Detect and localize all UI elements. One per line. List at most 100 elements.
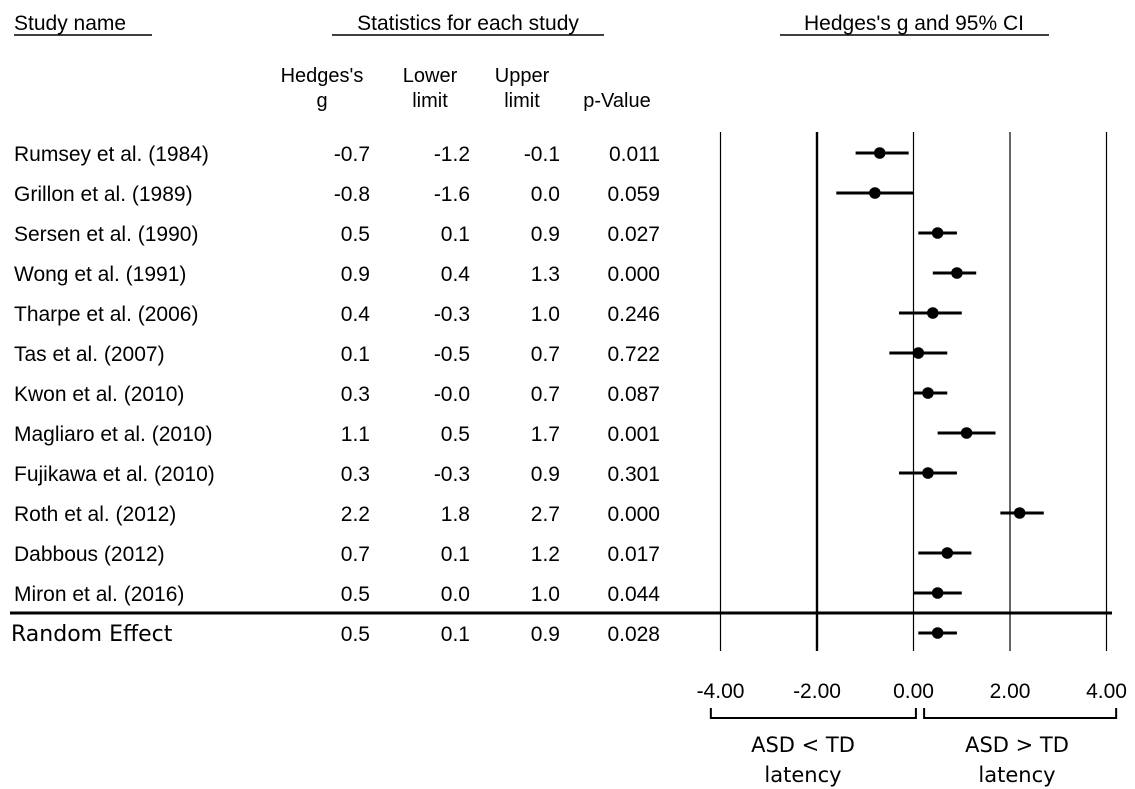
summary-effect-mark bbox=[918, 627, 957, 639]
study-effect-mark bbox=[899, 307, 962, 319]
header-plot: Hedges's g and 95% CI bbox=[804, 12, 1024, 35]
lower-limit-value: 0.1 bbox=[441, 623, 470, 646]
study-name: Wong et al. (1991) bbox=[14, 263, 186, 286]
upper-limit-value: 0.7 bbox=[531, 343, 560, 366]
lower-limit-value: 0.4 bbox=[441, 263, 471, 286]
study-name: Grillon et al. (1989) bbox=[14, 183, 193, 206]
upper-limit-value: 1.2 bbox=[531, 543, 560, 566]
x-tick-label: -4.00 bbox=[697, 680, 745, 703]
hedges-g-value: 0.5 bbox=[341, 223, 370, 246]
x-tick-label: 4.00 bbox=[1086, 680, 1127, 703]
point-estimate bbox=[931, 587, 944, 599]
study-name: Tas et al. (2007) bbox=[14, 343, 165, 366]
study-effect-mark bbox=[1000, 507, 1044, 519]
x-tick-label: -2.00 bbox=[793, 680, 841, 703]
x-tick-label: 2.00 bbox=[990, 680, 1031, 703]
point-estimate bbox=[869, 187, 881, 199]
column-header-upper-limit: Upper limit bbox=[495, 65, 550, 112]
p-value: 0.044 bbox=[607, 583, 660, 606]
study-effect-mark bbox=[855, 147, 909, 159]
study-table: Rumsey et al. (1984) -0.7 -1.2 -0.1 0.011 Gri… bbox=[11, 143, 660, 647]
summary-name: Random Effect bbox=[11, 622, 173, 647]
upper-limit-value: 1.7 bbox=[531, 423, 560, 446]
lower-limit-value: -0.0 bbox=[434, 383, 470, 406]
point-estimate bbox=[951, 267, 963, 279]
table-row: Sersen et al. (1990) 0.5 0.1 0.9 0.027 bbox=[14, 223, 660, 246]
study-effect-mark bbox=[937, 427, 996, 439]
plot-area bbox=[10, 132, 1112, 651]
lower-limit-value: -1.2 bbox=[434, 143, 470, 166]
table-row: Magliaro et al. (2010) 1.1 0.5 1.7 0.001 bbox=[14, 423, 660, 446]
point-estimate bbox=[922, 467, 934, 479]
upper-limit-value: 1.0 bbox=[531, 583, 560, 606]
study-effect-mark bbox=[913, 387, 948, 399]
column-header-upper-line2: limit bbox=[504, 90, 540, 112]
p-value: 0.246 bbox=[607, 303, 660, 326]
table-row: Tharpe et al. (2006) 0.4 -0.3 1.0 0.246 bbox=[14, 303, 660, 326]
upper-limit-value: 0.7 bbox=[531, 383, 560, 406]
point-estimate bbox=[931, 227, 944, 239]
hedges-g-value: -0.8 bbox=[334, 183, 370, 206]
column-header-lower-limit: Lower limit bbox=[403, 65, 458, 112]
lower-limit-value: 1.8 bbox=[441, 503, 470, 526]
lower-limit-value: -0.3 bbox=[434, 303, 470, 326]
column-header-lower-line2: limit bbox=[412, 90, 448, 112]
p-value: 0.059 bbox=[607, 183, 660, 206]
study-effect-mark bbox=[836, 187, 914, 199]
hedges-g-value: 0.4 bbox=[341, 303, 371, 326]
table-row: Roth et al. (2012) 2.2 1.8 2.7 0.000 bbox=[14, 503, 660, 526]
lower-limit-value: 0.0 bbox=[441, 583, 470, 606]
p-value: 0.028 bbox=[607, 623, 660, 646]
annotation-left-line2: latency bbox=[764, 763, 841, 787]
hedges-g-value: 0.3 bbox=[341, 383, 370, 406]
lower-limit-value: 0.1 bbox=[441, 223, 470, 246]
point-estimate bbox=[1013, 507, 1026, 519]
p-value: 0.000 bbox=[607, 503, 660, 526]
upper-limit-value: 1.3 bbox=[531, 263, 560, 286]
lower-limit-value: 0.5 bbox=[441, 423, 470, 446]
column-header-p-value: p-Value bbox=[583, 90, 650, 112]
lower-limit-value: -0.3 bbox=[434, 463, 470, 486]
annotation-left-line1: ASD < TD bbox=[751, 733, 855, 757]
study-name: Magliaro et al. (2010) bbox=[14, 423, 212, 446]
study-name: Kwon et al. (2010) bbox=[14, 383, 184, 406]
point-estimate bbox=[873, 147, 886, 159]
lower-limit-value: 0.1 bbox=[441, 543, 470, 566]
point-estimate bbox=[941, 547, 954, 559]
point-estimate bbox=[922, 387, 934, 399]
point-estimate bbox=[927, 307, 939, 319]
header-statistics: Statistics for each study bbox=[357, 12, 579, 35]
column-header-hedges-g: Hedges's g bbox=[281, 65, 364, 112]
lower-limit-value: -0.5 bbox=[434, 343, 470, 366]
table-row: Tas et al. (2007) 0.1 -0.5 0.7 0.722 bbox=[14, 343, 660, 366]
p-value: 0.001 bbox=[607, 423, 660, 446]
table-row: Kwon et al. (2010) 0.3 -0.0 0.7 0.087 bbox=[14, 383, 660, 406]
study-effect-mark bbox=[932, 267, 977, 279]
p-value: 0.087 bbox=[607, 383, 660, 406]
study-name: Dabbous (2012) bbox=[14, 543, 165, 566]
p-value: 0.011 bbox=[609, 143, 660, 166]
study-effect-mark bbox=[889, 347, 948, 359]
column-header-upper-line1: Upper bbox=[495, 65, 550, 87]
table-row: Grillon et al. (1989) -0.8 -1.6 0.0 0.059 bbox=[14, 183, 660, 206]
table-row: Miron et al. (2016) 0.5 0.0 1.0 0.044 bbox=[14, 583, 660, 606]
upper-limit-value: 2.7 bbox=[531, 503, 560, 526]
table-row: Wong et al. (1991) 0.9 0.4 1.3 0.000 bbox=[14, 263, 660, 286]
table-row: Rumsey et al. (1984) -0.7 -1.2 -0.1 0.011 bbox=[14, 143, 660, 166]
hedges-g-value: 0.5 bbox=[341, 623, 370, 646]
p-value: 0.722 bbox=[607, 343, 660, 366]
x-axis: -4.00 -2.00 0.00 2.00 4.00 bbox=[697, 680, 1127, 719]
upper-limit-value: 0.9 bbox=[531, 623, 560, 646]
hedges-g-value: 0.5 bbox=[341, 583, 370, 606]
header-study-name: Study name bbox=[14, 12, 126, 35]
upper-limit-value: 0.0 bbox=[531, 183, 560, 206]
point-estimate bbox=[960, 427, 973, 439]
hedges-g-value: 0.9 bbox=[341, 263, 370, 286]
upper-limit-value: 1.0 bbox=[531, 303, 560, 326]
table-row: Fujikawa et al. (2010) 0.3 -0.3 0.9 0.301 bbox=[14, 463, 660, 486]
hedges-g-value: 0.7 bbox=[341, 543, 370, 566]
hedges-g-value: 1.1 bbox=[341, 423, 370, 446]
annotation-right-line2: latency bbox=[978, 763, 1055, 787]
column-header-hedges-g-line1: Hedges's bbox=[281, 65, 364, 87]
